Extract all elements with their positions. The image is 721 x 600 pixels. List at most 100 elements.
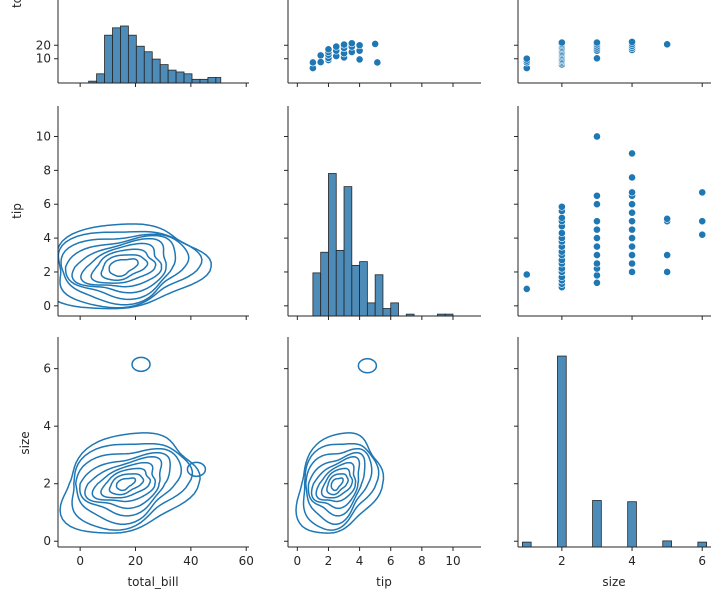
y-tick-label: 6 — [43, 362, 51, 376]
hist-bar — [557, 355, 567, 547]
scatter-point — [628, 225, 636, 234]
hist-bar — [104, 34, 113, 83]
hist-bar — [312, 272, 322, 316]
x-tick-label: 4 — [628, 554, 636, 568]
panel-total_bill-vs-tip-scatter — [309, 39, 382, 72]
kde-contour — [71, 442, 194, 531]
hist-bar — [151, 58, 161, 83]
kde-contour-island — [357, 358, 378, 374]
hist-bar — [521, 541, 532, 547]
scatter-point — [628, 149, 636, 158]
scatter-point — [522, 270, 531, 279]
scatter-point — [324, 45, 333, 54]
hist-bar — [405, 313, 415, 316]
kde-contour — [326, 473, 349, 496]
scatter-point — [593, 278, 601, 287]
scatter-point — [593, 234, 601, 242]
scatter-point — [355, 55, 364, 64]
kde-contour — [315, 461, 357, 503]
scatter-point — [355, 41, 364, 50]
hist-bar — [183, 73, 193, 83]
y-tick-label: 10 — [36, 129, 51, 143]
hist-bar — [662, 540, 672, 547]
kde-contour-island — [186, 461, 207, 478]
kde-contour — [59, 432, 201, 534]
kde-contour — [64, 234, 177, 301]
panel-total_bill-hist — [88, 25, 222, 83]
kde-contour — [100, 254, 149, 282]
scatter-point — [663, 268, 672, 276]
hist-bar — [382, 308, 392, 316]
x-tick-label: 2 — [558, 554, 566, 568]
y-axis-label-total_bill: to — [10, 0, 24, 8]
scatter-point — [628, 259, 636, 268]
panel-size-vs-total_bill-kde — [59, 356, 207, 534]
scatter-point — [593, 271, 601, 280]
hist-bar — [112, 27, 121, 83]
hist-bar — [343, 186, 353, 316]
scatter-point — [593, 225, 601, 234]
x-axis-label-size: size — [602, 575, 625, 589]
scatter-point — [593, 38, 601, 47]
x-axis-label-total_bill: total_bill — [127, 575, 178, 589]
scatter-point — [557, 229, 566, 237]
x-tick-label: 0 — [294, 554, 302, 568]
hist-bar — [191, 78, 201, 83]
scatter-point — [628, 242, 636, 251]
kde-contour — [58, 230, 203, 309]
scatter-point — [332, 42, 341, 51]
scatter-point — [628, 200, 636, 209]
scatter-point — [628, 251, 636, 259]
hist-bar — [167, 69, 177, 83]
scatter-point — [628, 188, 636, 197]
scatter-point — [347, 39, 356, 48]
hist-bar — [127, 34, 137, 83]
y-axis-label-tip: tip — [10, 203, 24, 219]
hist-bar — [627, 501, 637, 547]
x-tick-label: 60 — [239, 554, 254, 568]
scatter-point — [593, 54, 601, 63]
kde-contour-island — [131, 356, 151, 373]
y-axis-label-size: size — [18, 431, 32, 454]
scatter-point — [593, 251, 601, 259]
y-tick-label: 20 — [36, 38, 51, 52]
scatter-point — [663, 40, 672, 49]
y-tick-label: 2 — [43, 477, 51, 491]
scatter-point — [663, 251, 672, 259]
kde-contour — [91, 461, 157, 503]
scatter-point — [522, 54, 531, 63]
scatter-point — [698, 188, 707, 197]
y-tick-label: 6 — [43, 197, 51, 211]
scatter-point — [371, 40, 380, 48]
hist-bar — [366, 302, 376, 316]
hist-bar — [96, 73, 105, 83]
kde-contour — [79, 451, 171, 517]
kde-contour — [330, 477, 344, 492]
scatter-point — [628, 37, 636, 46]
scatter-point — [628, 234, 636, 242]
scatter-point — [309, 58, 317, 67]
scatter-point — [522, 285, 531, 293]
y-tick-label: 4 — [43, 419, 51, 433]
hist-bar — [592, 500, 602, 547]
hist-bar — [444, 313, 454, 316]
x-tick-label: 10 — [445, 554, 460, 568]
scatter-point — [628, 173, 636, 182]
hist-bar — [143, 51, 153, 83]
hist-bar — [328, 173, 337, 316]
panel-tip-vs-size-scatter — [522, 132, 707, 293]
scatter-point — [316, 51, 325, 60]
hist-bar — [175, 71, 185, 83]
hist-bar — [320, 251, 329, 316]
kde-contour — [108, 473, 145, 496]
scatter-point — [593, 200, 601, 209]
scatter-point — [593, 217, 601, 226]
kde-contour — [305, 447, 373, 525]
panel-size-hist — [521, 355, 708, 547]
kde-contour — [58, 223, 212, 310]
scatter-point — [663, 214, 672, 223]
x-tick-label: 8 — [418, 554, 426, 568]
scatter-point — [593, 259, 601, 268]
